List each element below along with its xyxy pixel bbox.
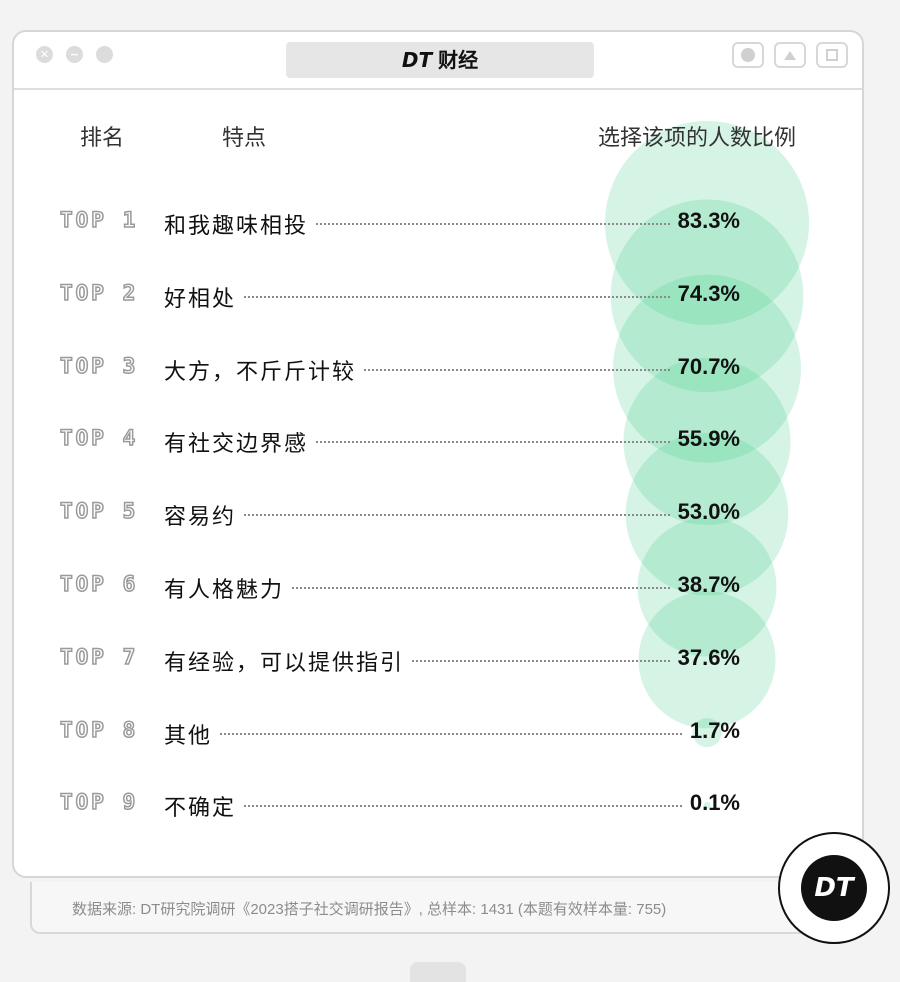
- share-icon[interactable]: [774, 42, 806, 68]
- feature-label: 有社交边界感: [164, 431, 309, 457]
- leader-line: [292, 587, 670, 589]
- feature-label: 其他: [164, 722, 213, 748]
- rank-row: TOP 5 容易约 53.0%: [0, 495, 900, 531]
- rank-label: TOP 3: [59, 353, 139, 379]
- rank-label: TOP 5: [59, 498, 139, 524]
- bubble-7: [638, 591, 776, 729]
- leader-line: [364, 368, 670, 371]
- leader-line: [412, 659, 670, 662]
- percentage-label: 53.0%: [677, 499, 740, 525]
- dt-logo-icon: DT: [801, 855, 867, 921]
- header-rank: 排名: [80, 125, 125, 150]
- rank-row: TOP 2 好相处 74.3%: [0, 277, 900, 313]
- rank-label: TOP 6: [59, 571, 139, 597]
- feature-label: 有人格魅力: [164, 577, 285, 602]
- window-title: DT 财经: [286, 42, 594, 78]
- leader-line: [244, 295, 670, 298]
- leader-line: [244, 805, 682, 808]
- feature-label: 大方，不斤斤计较: [164, 358, 357, 384]
- copy-icon[interactable]: [816, 42, 848, 68]
- record-icon[interactable]: [732, 42, 764, 68]
- percentage-label: 83.3%: [677, 208, 740, 233]
- bubble-8: [692, 718, 722, 748]
- bubble-1: [605, 121, 809, 325]
- bubble-9: [703, 801, 711, 809]
- percentage-label: 70.7%: [677, 353, 740, 379]
- header-feature: 特点: [222, 125, 267, 150]
- rank-label: TOP 1: [59, 207, 139, 233]
- feature-label: 和我趣味相投: [164, 213, 309, 238]
- bubble-6: [637, 517, 777, 657]
- percentage-label: 0.1%: [689, 790, 740, 816]
- title-logo: DT: [401, 48, 433, 72]
- rank-label: TOP 2: [59, 280, 139, 306]
- window-actions: [732, 42, 848, 68]
- rank-label: TOP 7: [59, 644, 139, 670]
- bubble-3: [613, 274, 801, 463]
- minimize-icon[interactable]: −: [66, 46, 83, 63]
- percentage-label: 55.9%: [677, 426, 740, 452]
- feature-label: 容易约: [164, 504, 237, 530]
- close-icon[interactable]: ✕: [36, 46, 53, 63]
- rank-row: TOP 7 有经验，可以提供指引 37.6%: [0, 641, 900, 677]
- app-window: ✕ − DT 财经: [12, 30, 864, 878]
- feature-label: 不确定: [164, 795, 237, 821]
- page-handle[interactable]: [410, 962, 466, 982]
- bubble-5: [625, 432, 789, 596]
- title-bar: ✕ − DT 财经: [14, 32, 862, 90]
- source-panel: [30, 882, 814, 934]
- rank-row: TOP 6 有人格魅力 38.7%: [0, 568, 900, 604]
- bubble-2: [610, 199, 804, 393]
- title-text: 财经: [438, 48, 479, 72]
- leader-line: [316, 441, 670, 444]
- feature-label: 有经验，可以提供指引: [164, 649, 405, 675]
- rank-row: TOP 1 和我趣味相投 83.3%: [0, 204, 900, 240]
- rank-row: TOP 4 有社交边界感 55.9%: [0, 422, 900, 458]
- percentage-label: 38.7%: [677, 572, 740, 597]
- rank-label: TOP 9: [59, 790, 139, 816]
- rank-row: TOP 3 大方，不斤斤计较 70.7%: [0, 350, 900, 386]
- rank-label: TOP 4: [59, 426, 139, 452]
- rank-row: TOP 9 不确定 0.1%: [0, 786, 900, 822]
- bubble-4: [623, 357, 791, 525]
- window-controls: ✕ −: [36, 46, 113, 63]
- percentage-label: 74.3%: [677, 280, 740, 306]
- maximize-icon[interactable]: [96, 46, 113, 63]
- header-share: 选择该项的人数比例: [598, 125, 797, 150]
- leader-line: [220, 732, 682, 735]
- percentage-label: 37.6%: [677, 644, 740, 670]
- source-note: 数据来源: DT研究院调研《2023搭子社交调研报告》, 总样本: 1431 (…: [72, 901, 667, 918]
- feature-label: 好相处: [164, 285, 237, 311]
- rank-row: TOP 8 其他 1.7%: [0, 714, 900, 750]
- dt-logo-badge: DT: [778, 832, 890, 944]
- percentage-label: 1.7%: [689, 717, 740, 743]
- leader-line: [316, 223, 670, 225]
- rank-label: TOP 8: [59, 717, 139, 743]
- leader-line: [244, 514, 670, 517]
